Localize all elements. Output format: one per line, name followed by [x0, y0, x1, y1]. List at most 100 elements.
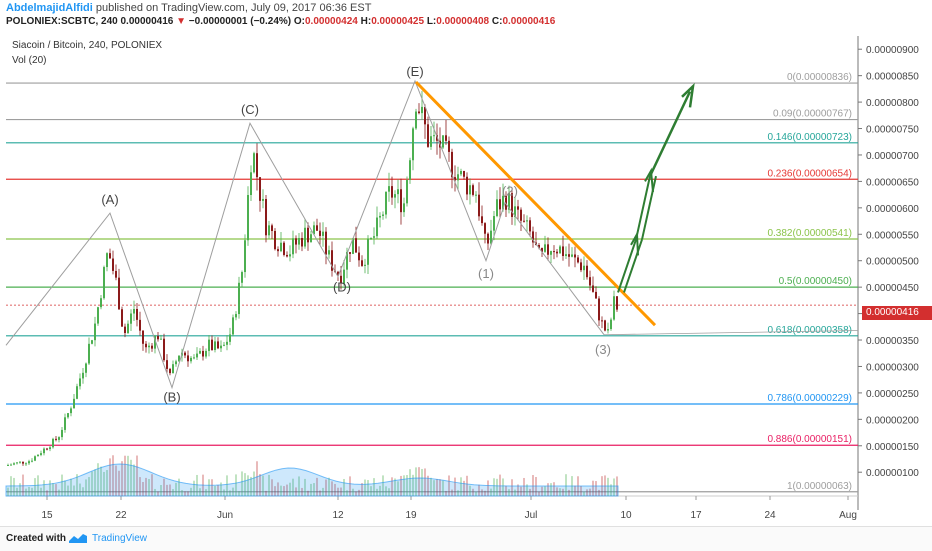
- candle-body: [394, 194, 396, 198]
- volume-bar: [499, 474, 501, 496]
- candle-body: [355, 238, 357, 253]
- wave-label: (C): [241, 102, 259, 117]
- volume-ma-area: [5, 463, 619, 497]
- volume-bar: [310, 483, 312, 496]
- candle-body: [319, 230, 321, 236]
- volume-bar: [394, 478, 396, 496]
- candle-body: [406, 180, 408, 204]
- volume-bar: [52, 483, 54, 496]
- wave-label: (1): [478, 266, 494, 281]
- candle-body: [43, 448, 45, 454]
- volume-bar: [415, 467, 417, 496]
- candle-body: [265, 198, 267, 236]
- candle-body: [274, 230, 276, 250]
- candle-body: [508, 193, 510, 210]
- price-chart[interactable]: 0.00000900 0.00000850 0.00000800 0.00000750…: [0, 0, 932, 526]
- candle-body: [142, 330, 144, 344]
- high-value: 0.00000425: [371, 16, 425, 27]
- volume-bar: [46, 490, 48, 496]
- candle-body: [49, 447, 51, 450]
- candle-body: [58, 437, 60, 440]
- candle-body: [511, 193, 513, 217]
- volume-bar: [250, 476, 252, 496]
- y-tick-label: 0.00000250: [866, 389, 919, 400]
- volume-bar: [34, 478, 36, 496]
- x-tick-label: Jul: [525, 510, 538, 521]
- candle-body: [523, 220, 525, 222]
- series-legend[interactable]: Siacoin / Bitcoin, 240, POLONIEX: [12, 40, 163, 51]
- candle-body: [487, 233, 489, 244]
- candle-body: [271, 225, 273, 231]
- wave-label: (E): [406, 64, 423, 79]
- volume-bar: [430, 477, 432, 496]
- candle-body: [580, 262, 582, 271]
- candle-body: [526, 220, 528, 222]
- candle-body: [607, 329, 609, 331]
- y-tick-label: 0.00000700: [866, 151, 919, 162]
- volume-bar: [55, 484, 57, 496]
- wave-label: (B): [163, 390, 180, 405]
- candle-body: [202, 350, 204, 357]
- candle-body: [61, 429, 63, 438]
- volume-bar: [25, 488, 27, 496]
- candle-body: [337, 271, 339, 276]
- fib-level-label: 0.786(0.00000229): [767, 393, 852, 404]
- candle-body: [598, 298, 600, 321]
- candle-body: [133, 309, 135, 314]
- candle-body: [262, 198, 264, 201]
- volume-bar: [613, 478, 615, 496]
- candle-body: [64, 417, 66, 430]
- volume-bar: [442, 480, 444, 496]
- arrowhead-icon: [644, 167, 654, 193]
- volume-bar: [559, 488, 561, 496]
- tradingview-brand-link[interactable]: TradingView: [92, 533, 148, 544]
- volume-bar: [157, 491, 159, 496]
- fib-level-label: 0.886(0.00000151): [767, 434, 852, 445]
- volume-bar: [205, 489, 207, 496]
- volume-bar: [610, 484, 612, 496]
- fib-level-label: 0.09(0.00000767): [773, 109, 852, 120]
- volume-bar: [556, 487, 558, 496]
- volume-bar: [193, 480, 195, 496]
- volume-bar: [580, 486, 582, 496]
- candle-body: [184, 352, 186, 356]
- candle-body: [604, 320, 606, 331]
- volume-bar: [43, 480, 45, 496]
- volume-bar: [562, 488, 564, 496]
- candle-body: [328, 250, 330, 255]
- open-value: 0.00000424: [305, 16, 358, 27]
- candle-body: [592, 285, 594, 292]
- volume-bar: [529, 488, 531, 496]
- candle-body: [574, 254, 576, 258]
- volume-bar: [88, 477, 90, 496]
- publish-line: AbdelmajidAlfidi published on TradingVie…: [6, 2, 371, 14]
- x-tick-label: 24: [764, 510, 776, 521]
- fib-level-label: 0.5(0.00000450): [779, 276, 852, 287]
- candle-body: [289, 254, 291, 257]
- volume-bar: [493, 478, 495, 496]
- candle-body: [478, 194, 480, 217]
- volume-bar: [388, 488, 390, 496]
- volume-bar: [535, 477, 537, 496]
- volume-bar: [160, 484, 162, 496]
- volume-bar: [364, 479, 366, 496]
- candle-body: [484, 223, 486, 234]
- candle-body: [343, 269, 345, 284]
- y-tick-label: 0.00000750: [866, 125, 919, 136]
- candle-body: [370, 237, 372, 239]
- high-label: H:: [360, 16, 372, 27]
- author-link[interactable]: AbdelmajidAlfidi: [6, 2, 93, 14]
- candle-body: [187, 355, 189, 362]
- x-tick-label: 12: [332, 510, 344, 521]
- volume-bar: [307, 490, 309, 496]
- volume-legend[interactable]: Vol (20): [12, 55, 47, 66]
- volume-bar: [478, 484, 480, 496]
- volume-bar: [355, 491, 357, 496]
- candle-body: [19, 461, 21, 463]
- candle-body: [352, 238, 354, 254]
- volume-bar: [517, 484, 519, 496]
- volume-bar: [169, 484, 171, 496]
- candle-body: [214, 341, 216, 351]
- y-tick-label: 0.00000800: [866, 98, 919, 109]
- candle-body: [124, 326, 126, 334]
